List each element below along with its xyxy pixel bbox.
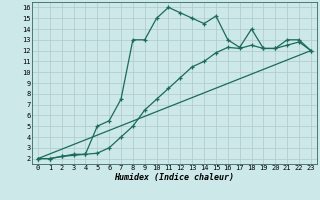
X-axis label: Humidex (Indice chaleur): Humidex (Indice chaleur) <box>115 173 234 182</box>
